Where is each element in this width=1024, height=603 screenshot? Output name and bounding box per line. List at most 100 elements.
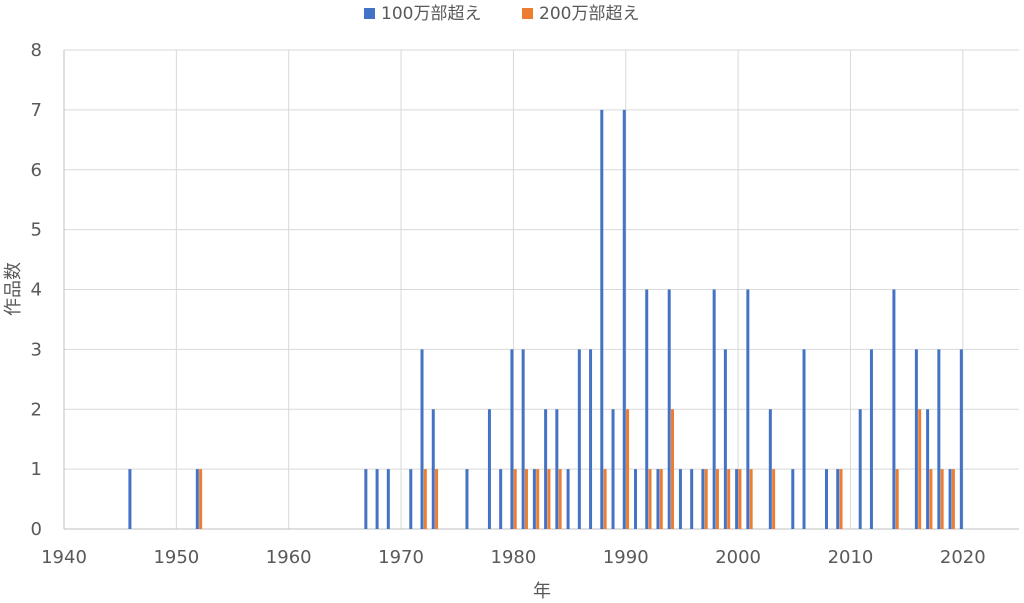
bar-series-1 <box>465 469 469 529</box>
bar-series-2 <box>199 469 203 529</box>
legend: 100万部超え 200万部超え <box>364 4 639 24</box>
bar-series-1 <box>521 349 525 529</box>
bar-series-1 <box>746 289 750 529</box>
legend-label-series-2: 200万部超え <box>539 4 639 24</box>
y-tick-label: 0 <box>31 519 42 540</box>
bar-series-1 <box>959 349 963 529</box>
y-tick-label: 3 <box>31 339 42 360</box>
bar-series-1 <box>600 109 604 529</box>
bar-series-1 <box>195 469 199 529</box>
bar-series-2 <box>435 469 439 529</box>
bar-series-1 <box>836 469 840 529</box>
bar-series-1 <box>487 409 491 529</box>
x-axis-title: 年 <box>533 581 551 602</box>
bar-series-1 <box>656 469 660 529</box>
bar-series-2 <box>895 469 899 529</box>
bar-series-1 <box>701 469 705 529</box>
bar-series-1 <box>937 349 941 529</box>
bar-series-1 <box>634 469 637 529</box>
x-tick-label: 1960 <box>266 547 312 568</box>
bar-series-2 <box>929 469 933 529</box>
bar-series-1 <box>544 409 548 529</box>
bar-series-1 <box>926 409 930 529</box>
bar-series-1 <box>420 349 424 529</box>
bar-series-2 <box>738 469 742 529</box>
bar-series-1 <box>948 469 952 529</box>
bar-series-2 <box>772 469 776 529</box>
y-tick-label: 1 <box>31 459 42 480</box>
bar-series-1 <box>858 409 862 529</box>
bar-series-1 <box>499 469 503 529</box>
bar-series-1 <box>667 289 671 529</box>
y-tick-label: 7 <box>31 100 42 121</box>
bar-series-2 <box>918 409 922 529</box>
x-tick-label: 2000 <box>715 547 761 568</box>
bar-series-1 <box>678 469 682 529</box>
bar-series-2 <box>715 469 719 529</box>
x-tick-label: 1970 <box>378 547 424 568</box>
bar-series-1 <box>364 469 368 529</box>
x-tick-label: 1990 <box>603 547 649 568</box>
bar-series-2 <box>940 469 944 529</box>
bar-series-1 <box>914 349 918 529</box>
legend-label-series-1: 100万部超え <box>381 4 481 24</box>
bar-series-2 <box>524 469 528 529</box>
bars <box>128 109 963 529</box>
bar-series-1 <box>645 289 649 529</box>
legend-swatch-series-1 <box>364 8 375 19</box>
bar-series-1 <box>712 289 716 529</box>
bar-series-1 <box>892 289 896 529</box>
bar-series-1 <box>802 349 806 529</box>
bar-series-1 <box>431 409 435 529</box>
y-axis-title: 作品数 <box>3 262 24 316</box>
bar-series-1 <box>723 349 727 529</box>
bar-series-1 <box>386 469 390 529</box>
x-tick-label: 1940 <box>41 547 87 568</box>
bar-series-2 <box>659 469 663 529</box>
bar-series-2 <box>839 469 843 529</box>
bar-series-1 <box>622 109 626 529</box>
bar-series-2 <box>648 469 652 529</box>
bar-series-2 <box>423 469 427 529</box>
x-tick-label: 2020 <box>940 547 986 568</box>
bar-series-2 <box>749 469 753 529</box>
x-tick-label: 2010 <box>828 547 874 568</box>
bar-series-2 <box>626 409 630 529</box>
y-tick-label: 4 <box>31 280 42 301</box>
bar-series-1 <box>869 349 873 529</box>
bar-series-1 <box>589 349 593 529</box>
bar-series-2 <box>951 469 955 529</box>
bar-series-2 <box>513 469 517 529</box>
bar-series-1 <box>825 469 828 529</box>
bar-series-1 <box>532 469 536 529</box>
y-tick-label: 2 <box>31 399 42 420</box>
bar-series-1 <box>409 469 413 529</box>
y-tick-label: 5 <box>31 220 42 241</box>
bar-series-1 <box>735 469 739 529</box>
bar-series-1 <box>510 349 514 529</box>
y-tick-label: 8 <box>31 40 42 61</box>
legend-swatch-series-2 <box>522 8 533 19</box>
x-tick-label: 1980 <box>491 547 537 568</box>
bar-series-1 <box>611 409 615 529</box>
bar-series-2 <box>558 469 562 529</box>
bar-series-1 <box>690 469 694 529</box>
bar-series-2 <box>603 469 607 529</box>
bar-series-2 <box>704 469 708 529</box>
bar-series-1 <box>577 349 581 529</box>
bar-series-1 <box>128 469 132 529</box>
y-tick-label: 6 <box>31 160 42 181</box>
bar-series-2 <box>536 469 540 529</box>
bar-series-1 <box>566 469 570 529</box>
grid <box>64 49 1019 529</box>
bar-series-1 <box>791 469 795 529</box>
bar-series-1 <box>375 469 379 529</box>
bar-series-1 <box>768 409 772 529</box>
bar-series-2 <box>547 469 551 529</box>
axes: 0 1 2 3 4 5 6 7 8 1940 1950 1960 1970 1980 1990 2000 201… <box>31 40 1019 568</box>
bar-series-1 <box>555 409 559 529</box>
x-tick-label: 1950 <box>153 547 199 568</box>
bar-series-2 <box>727 469 731 529</box>
bar-series-2 <box>671 409 675 529</box>
